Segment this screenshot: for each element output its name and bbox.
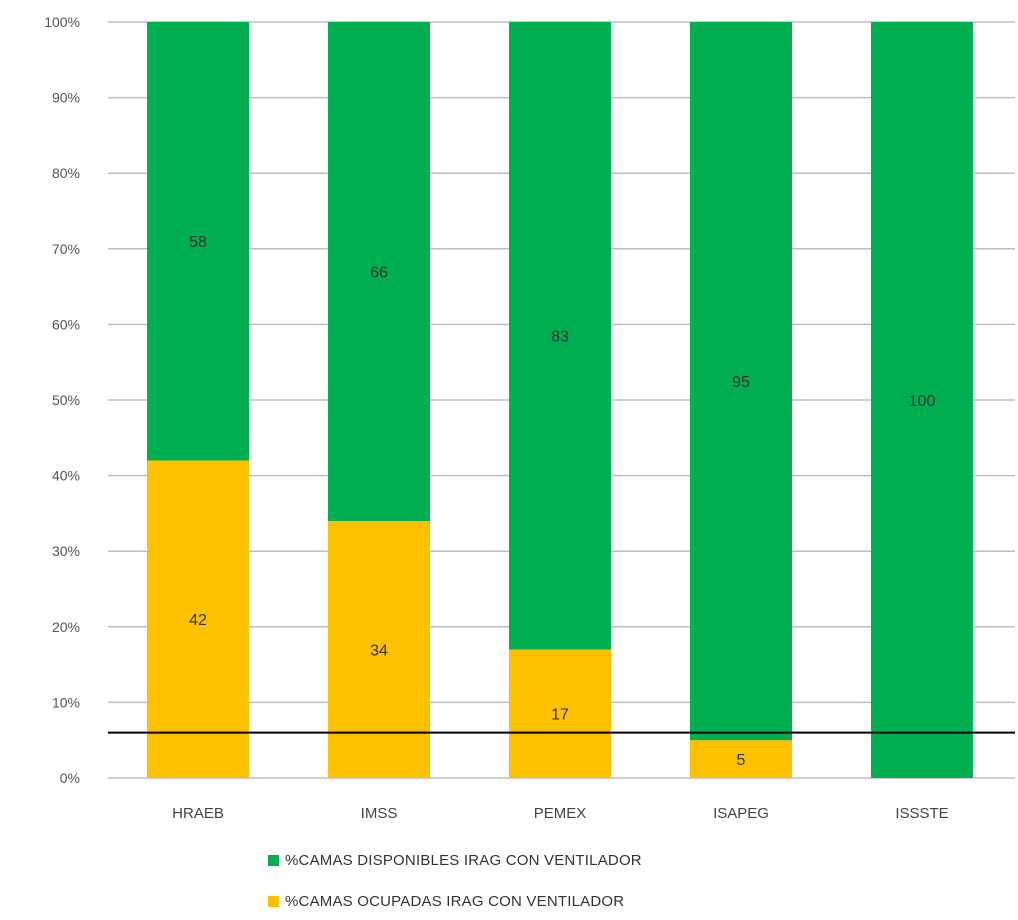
- bar-segment-disponibles: [871, 22, 973, 778]
- y-tick-label: 10%: [52, 694, 80, 710]
- legend-swatch-disponibles: [268, 855, 279, 866]
- bar-segment-disponibles: [147, 22, 249, 461]
- data-label-disponibles: 58: [189, 234, 207, 251]
- x-tick-label: ISSSTE: [895, 805, 948, 822]
- x-tick-label: PEMEX: [534, 805, 587, 822]
- x-tick-label: ISAPEG: [713, 805, 769, 822]
- y-tick-label: 30%: [52, 543, 80, 559]
- data-label-disponibles: 100: [909, 393, 936, 410]
- data-label-ocupadas: 5: [737, 752, 746, 769]
- y-tick-label: 40%: [52, 468, 80, 484]
- bar-segment-disponibles: [690, 22, 792, 741]
- data-label-ocupadas: 34: [370, 642, 388, 659]
- y-tick-label: 80%: [52, 165, 80, 181]
- legend-label-ocupadas: %CAMAS OCUPADAS IRAG CON VENTILADOR: [285, 893, 625, 910]
- legend-item-ocupadas: %CAMAS OCUPADAS IRAG CON VENTILADOR: [268, 893, 624, 910]
- y-axis-ticks: 0% 10% 20% 30% 40% 50% 60% 70% 80% 90% 100%: [44, 14, 80, 786]
- y-tick-label: 100%: [44, 14, 80, 30]
- data-label-ocupadas: 17: [551, 707, 569, 724]
- data-labels: 42 58 34 66 17 83 5 95 100: [189, 234, 935, 769]
- x-tick-label: HRAEB: [172, 805, 224, 822]
- y-tick-label: 0%: [60, 770, 80, 786]
- data-label-ocupadas: 42: [189, 612, 207, 629]
- data-label-disponibles: 83: [551, 329, 569, 346]
- y-tick-label: 50%: [52, 392, 80, 408]
- data-label-disponibles: 66: [370, 264, 388, 281]
- bar-segment-disponibles: [509, 22, 611, 650]
- x-axis-ticks: HRAEB IMSS PEMEX ISAPEG ISSSTE: [172, 805, 949, 822]
- legend-item-disponibles: %CAMAS DISPONIBLES IRAG CON VENTILADOR: [268, 852, 642, 869]
- y-tick-label: 90%: [52, 90, 80, 106]
- bar-segment-ocupadas: [690, 740, 792, 778]
- bar-segment-ocupadas: [509, 649, 611, 778]
- y-tick-label: 70%: [52, 241, 80, 257]
- data-label-disponibles: 95: [732, 374, 750, 391]
- y-tick-label: 60%: [52, 316, 80, 332]
- bar-segment-ocupadas: [147, 460, 249, 778]
- bars: [147, 22, 973, 778]
- legend-label-disponibles: %CAMAS DISPONIBLES IRAG CON VENTILADOR: [285, 852, 642, 869]
- legend-swatch-ocupadas: [268, 896, 279, 907]
- y-tick-label: 20%: [52, 619, 80, 635]
- bar-segment-disponibles: [328, 22, 430, 521]
- bar-segment-ocupadas: [328, 520, 430, 778]
- x-tick-label: IMSS: [361, 805, 398, 822]
- stacked-bar-chart: 0%10%20%30%40%50%60%70%80%90%100% 425834…: [44, 14, 1015, 822]
